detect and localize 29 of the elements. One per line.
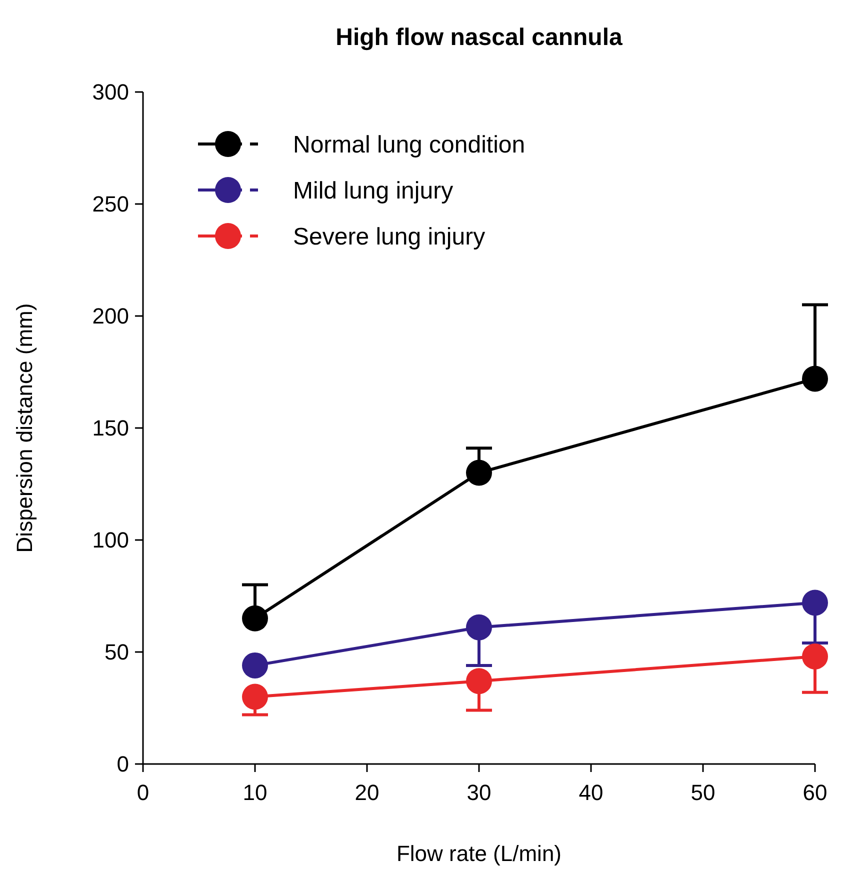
chart-title: High flow nascal cannula — [336, 24, 624, 51]
y-tick-label: 150 — [92, 416, 129, 441]
x-tick-label: 40 — [578, 780, 604, 805]
y-tick-label: 100 — [92, 528, 129, 553]
x-tick-label: 10 — [242, 780, 268, 805]
y-tick-label: 50 — [104, 640, 129, 665]
point — [802, 366, 828, 392]
point — [242, 684, 268, 710]
y-tick-label: 250 — [92, 192, 129, 217]
x-tick-label: 20 — [354, 780, 380, 805]
point — [802, 643, 828, 670]
y-tick-label: 300 — [92, 80, 129, 105]
point — [242, 605, 268, 632]
legend-label: Severe lung injury — [293, 223, 486, 250]
y-axis-title: Dispersion distance (mm) — [12, 303, 37, 553]
x-axis-title: Flow rate (L/min) — [396, 841, 562, 866]
y-tick-label: 0 — [116, 752, 129, 777]
legend-label: Normal lung condition — [293, 131, 526, 158]
point — [466, 668, 492, 694]
point — [802, 590, 828, 616]
x-tick-label: 60 — [802, 780, 828, 805]
point — [242, 652, 268, 678]
x-tick-label: 30 — [466, 780, 492, 805]
y-tick-label: 200 — [92, 304, 129, 329]
x-tick-label: 0 — [136, 780, 150, 805]
point — [466, 614, 492, 640]
x-tick-label: 50 — [690, 780, 716, 805]
point — [466, 460, 492, 486]
legend-label: Mild lung injury — [293, 177, 454, 204]
